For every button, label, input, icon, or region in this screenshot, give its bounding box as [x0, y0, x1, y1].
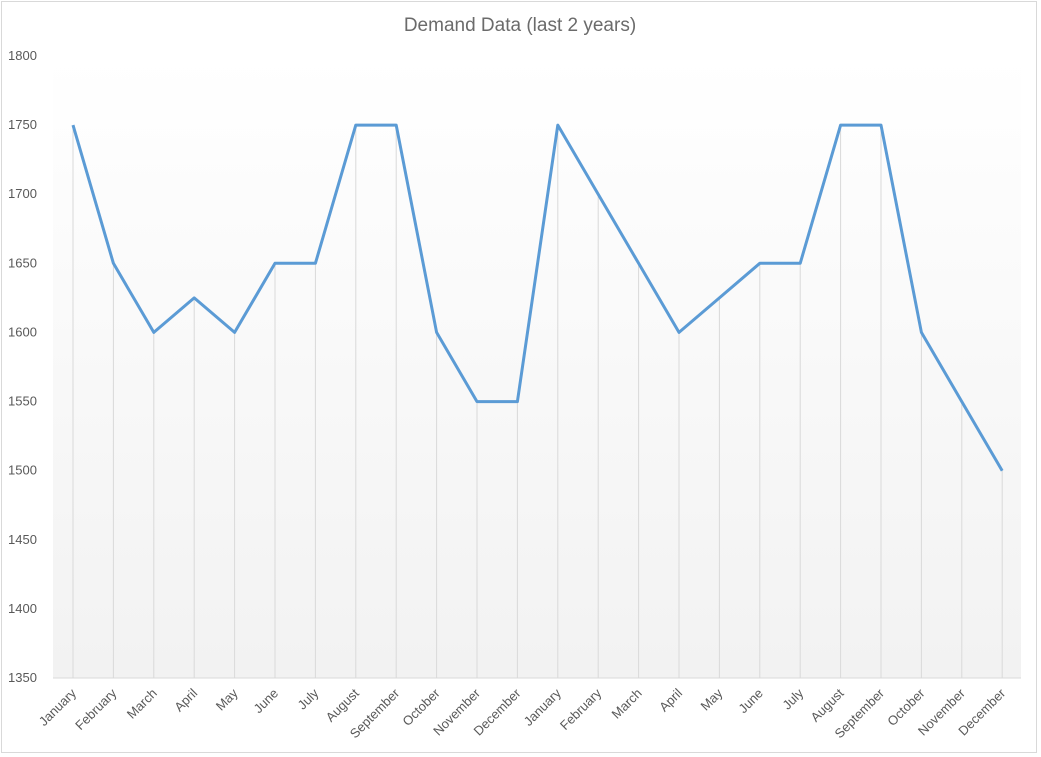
x-tick-label: July	[295, 685, 322, 712]
x-tick-label: May	[698, 685, 726, 713]
y-tick-label: 1400	[8, 601, 37, 616]
y-tick-label: 1650	[8, 255, 37, 270]
y-tick-label: 1450	[8, 532, 37, 547]
x-tick-label: August	[807, 685, 846, 724]
x-tick-label: August	[323, 685, 362, 724]
y-tick-label: 1600	[8, 324, 37, 339]
x-tick-label: June	[735, 686, 766, 717]
y-tick-label: 1550	[8, 394, 37, 409]
y-tick-label: 1350	[8, 670, 37, 685]
chart-title: Demand Data (last 2 years)	[403, 15, 637, 36]
plot-area	[53, 56, 1021, 678]
series-line	[71, 123, 1004, 472]
x-tick-label: February	[557, 685, 605, 733]
y-tick-label: 1500	[8, 463, 37, 478]
x-tick-label: May	[213, 685, 241, 713]
y-tick-label: 1750	[8, 117, 37, 132]
x-tick-label: July	[779, 685, 806, 712]
x-tick-label: February	[72, 685, 120, 733]
y-tick-label: 1700	[8, 186, 37, 201]
x-tick-label: April	[656, 685, 685, 714]
x-tick-label: March	[609, 686, 645, 722]
y-tick-label: 1800	[8, 48, 37, 63]
x-tick-label: March	[124, 686, 160, 722]
x-tick-label: June	[251, 686, 282, 717]
x-tick-label: April	[171, 685, 200, 714]
